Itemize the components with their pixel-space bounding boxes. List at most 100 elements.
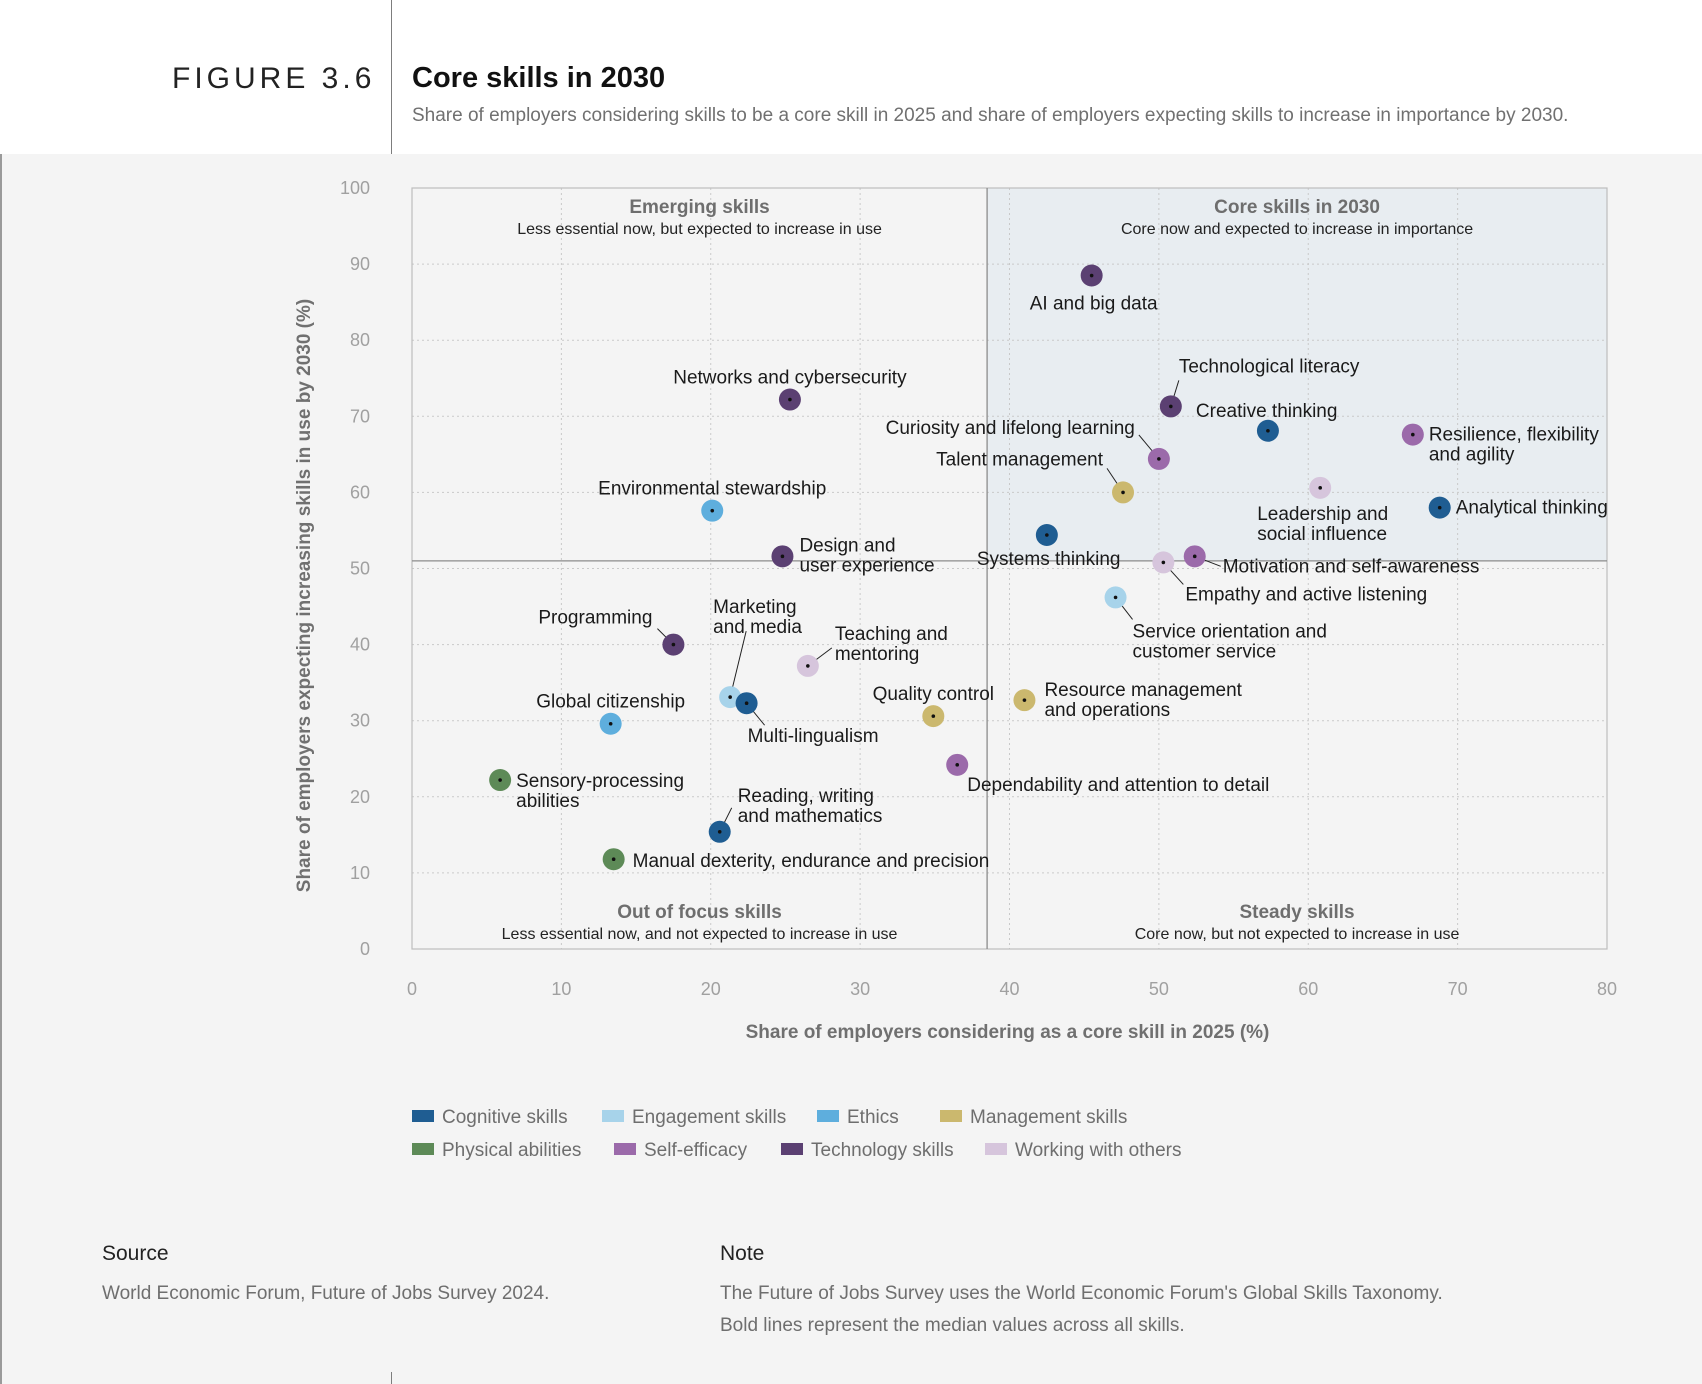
data-point-center bbox=[671, 642, 676, 647]
point-label: mentoring bbox=[835, 644, 920, 665]
legend-swatch bbox=[412, 1143, 434, 1155]
data-point-center bbox=[780, 554, 785, 559]
point-label: Programming bbox=[538, 608, 652, 629]
y-tick-label: 100 bbox=[340, 178, 370, 198]
y-tick-label: 60 bbox=[350, 482, 370, 502]
legend-label: Physical abilities bbox=[442, 1140, 581, 1161]
point-label: social influence bbox=[1257, 524, 1387, 545]
quadrant-title-core: Core skills in 2030 bbox=[1214, 197, 1380, 218]
data-point-center bbox=[1161, 560, 1166, 565]
point-label: Resilience, flexibility bbox=[1429, 425, 1600, 446]
y-tick-label: 20 bbox=[350, 787, 370, 807]
point-label: Service orientation and bbox=[1133, 621, 1327, 642]
point-label: AI and big data bbox=[1030, 294, 1158, 315]
data-point-center bbox=[1169, 404, 1173, 409]
point-label: Curiosity and lifelong learning bbox=[886, 418, 1135, 439]
x-tick-label: 80 bbox=[1597, 979, 1617, 999]
data-point-center bbox=[1121, 490, 1125, 495]
note-heading: Note bbox=[720, 1242, 765, 1265]
data-point-center bbox=[806, 664, 810, 668]
legend-swatch bbox=[940, 1110, 962, 1122]
point-label: Manual dexterity, endurance and precisio… bbox=[633, 851, 990, 872]
legend-label: Working with others bbox=[1015, 1140, 1182, 1161]
y-tick-label: 90 bbox=[350, 254, 370, 274]
y-tick-label: 30 bbox=[350, 711, 370, 731]
point-label: Global citizenship bbox=[536, 692, 685, 713]
data-point-center bbox=[931, 714, 936, 718]
point-label: Teaching and bbox=[835, 624, 948, 645]
data-point-center bbox=[1266, 428, 1270, 433]
quadrant-subtitle-out: Less essential now, and not expected to … bbox=[502, 926, 898, 943]
legend-swatch bbox=[985, 1143, 1007, 1155]
point-label: Empathy and active listening bbox=[1185, 584, 1427, 605]
point-label: and agility bbox=[1429, 445, 1515, 466]
point-label: user experience bbox=[799, 555, 934, 576]
figure-title: Core skills in 2030 bbox=[412, 62, 666, 94]
point-label: and operations bbox=[1044, 700, 1170, 721]
legend-swatch bbox=[781, 1143, 803, 1155]
legend-label: Cognitive skills bbox=[442, 1107, 568, 1128]
legend-swatch bbox=[602, 1110, 624, 1122]
data-point-center bbox=[728, 695, 732, 699]
legend-label: Technology skills bbox=[811, 1140, 954, 1161]
data-point-center bbox=[1192, 554, 1197, 559]
legend-swatch bbox=[817, 1110, 839, 1122]
figure-header: FIGURE 3.6 Core skills in 2030 Share of … bbox=[0, 0, 1702, 154]
figure-subtitle: Share of employers considering skills to… bbox=[412, 105, 1569, 126]
data-point-center bbox=[717, 830, 722, 834]
point-label: Motivation and self-awareness bbox=[1223, 556, 1480, 577]
note-text-2: Bold lines represent the median values a… bbox=[720, 1315, 1185, 1336]
x-tick-label: 60 bbox=[1298, 979, 1318, 999]
legend-swatch bbox=[412, 1110, 434, 1122]
bottom-divider-tick bbox=[391, 1372, 392, 1384]
data-point-center bbox=[1113, 595, 1118, 600]
x-tick-label: 30 bbox=[850, 979, 870, 999]
data-point-center bbox=[1411, 432, 1415, 437]
point-label: Resource management bbox=[1044, 680, 1242, 701]
data-point-center bbox=[1437, 505, 1442, 510]
data-point-center bbox=[788, 397, 792, 402]
data-point-center bbox=[710, 508, 715, 513]
y-tick-label: 40 bbox=[350, 635, 370, 655]
note-text: The Future of Jobs Survey uses the World… bbox=[720, 1283, 1443, 1304]
core-quadrant-shade bbox=[987, 188, 1607, 561]
data-point-center bbox=[955, 763, 960, 767]
label-leader-line bbox=[729, 630, 747, 698]
point-label: Quality control bbox=[873, 684, 994, 705]
quadrant-subtitle-steady: Core now, but not expected to increase i… bbox=[1135, 926, 1460, 943]
legend-label: Ethics bbox=[847, 1107, 899, 1128]
point-label: and mathematics bbox=[738, 806, 883, 827]
point-label: Analytical thinking bbox=[1456, 498, 1608, 519]
x-tick-label: 70 bbox=[1448, 979, 1468, 999]
point-label: abilities bbox=[516, 791, 579, 812]
data-point-center bbox=[1089, 273, 1094, 278]
data-point-center bbox=[744, 701, 749, 705]
data-point-center bbox=[1157, 457, 1161, 461]
x-tick-label: 20 bbox=[701, 979, 721, 999]
y-tick-label: 50 bbox=[350, 559, 370, 579]
point-label: Design and bbox=[799, 535, 895, 556]
point-label: Marketing bbox=[713, 597, 796, 618]
data-point-center bbox=[608, 721, 613, 726]
quadrant-title-emerging: Emerging skills bbox=[629, 197, 769, 218]
point-label: Multi-lingualism bbox=[748, 726, 879, 747]
legend-label: Management skills bbox=[970, 1107, 1127, 1128]
point-label: Reading, writing bbox=[738, 786, 874, 807]
data-point-center bbox=[1022, 698, 1027, 702]
legend-label: Self-efficacy bbox=[644, 1140, 748, 1161]
x-tick-label: 10 bbox=[551, 979, 571, 999]
point-label: Systems thinking bbox=[977, 549, 1121, 570]
point-label: customer service bbox=[1133, 641, 1277, 662]
x-tick-label: 40 bbox=[999, 979, 1019, 999]
y-tick-label: 70 bbox=[350, 406, 370, 426]
data-point-center bbox=[1045, 533, 1049, 537]
point-label: Sensory-processing bbox=[516, 771, 684, 792]
header-divider bbox=[391, 0, 392, 154]
legend-swatch bbox=[614, 1143, 636, 1155]
data-point-center bbox=[611, 857, 616, 862]
legend-label: Engagement skills bbox=[632, 1107, 786, 1128]
source-heading: Source bbox=[102, 1242, 169, 1265]
point-label: and media bbox=[713, 617, 802, 638]
point-label: Leadership and bbox=[1257, 504, 1388, 525]
